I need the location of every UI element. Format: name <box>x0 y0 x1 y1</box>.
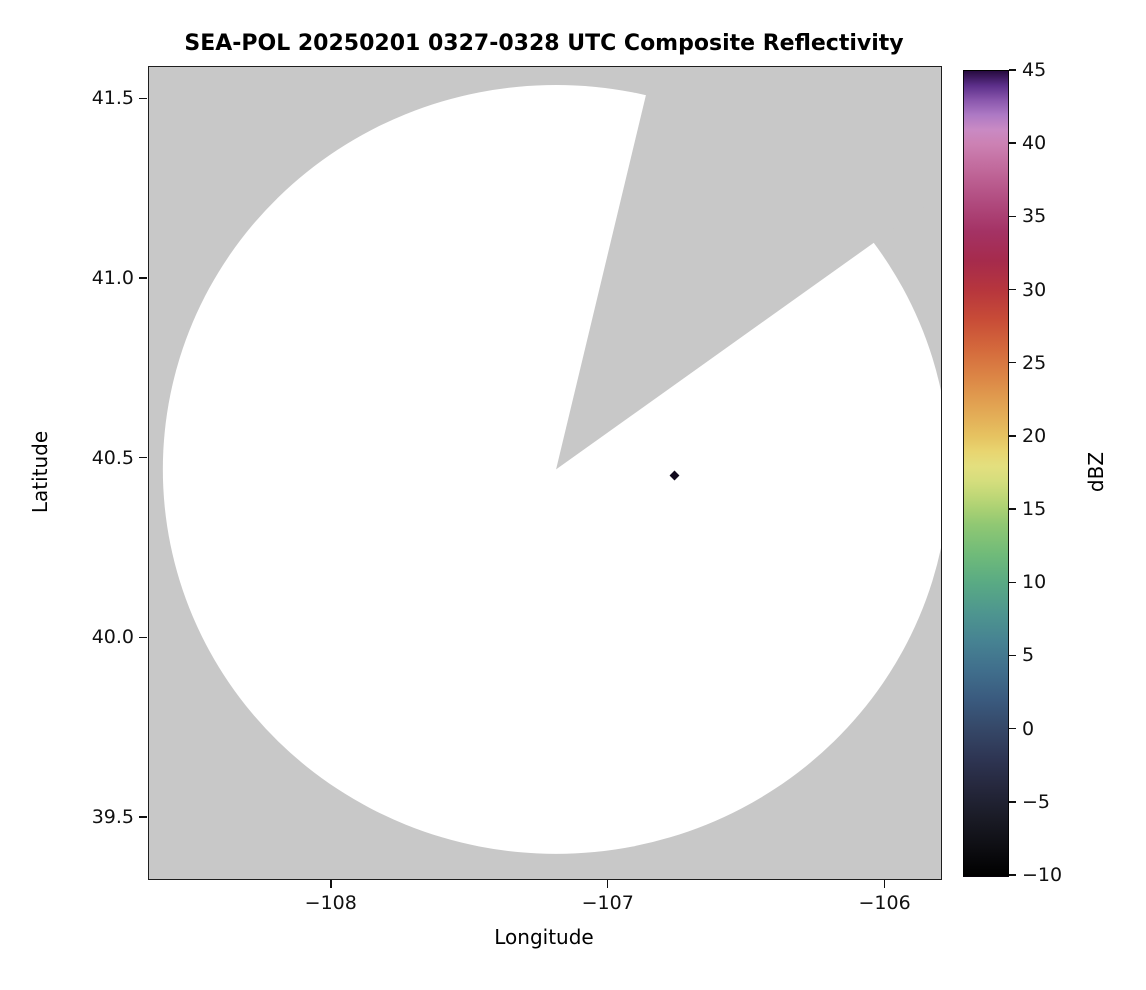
radar-coverage-svg <box>162 67 941 854</box>
colorbar-tick-mark <box>1009 874 1016 876</box>
chart-title: SEA-POL 20250201 0327-0328 UTC Composite… <box>184 31 904 56</box>
colorbar-tick-mark <box>1009 215 1016 218</box>
colorbar-tick-mark <box>1009 654 1016 657</box>
x-axis-label: Longitude <box>494 925 594 949</box>
y-tick-mark <box>139 816 147 818</box>
x-tick-label: −107 <box>581 892 634 914</box>
colorbar-tick-label: 5 <box>1022 644 1035 667</box>
colorbar-tick-label: 25 <box>1022 351 1047 374</box>
y-axis-label: Latitude <box>28 430 52 514</box>
blocked-sector-wedge <box>556 67 941 470</box>
colorbar-tick-mark <box>1009 142 1016 144</box>
colorbar-tick-label: −10 <box>1022 864 1063 886</box>
colorbar-tick-label: 30 <box>1022 278 1047 301</box>
colorbar-tick-label: 35 <box>1022 205 1047 228</box>
plot-area <box>148 66 942 880</box>
y-tick-label: 39.5 <box>91 805 134 828</box>
x-tick-label: −108 <box>304 892 357 914</box>
x-tick-mark <box>606 880 609 888</box>
colorbar-tick-mark <box>1009 288 1016 291</box>
colorbar-tick-mark <box>1009 581 1016 584</box>
colorbar-tick-label: 20 <box>1022 424 1047 447</box>
colorbar-tick-label: 0 <box>1022 717 1035 740</box>
colorbar-tick-mark <box>1009 727 1016 730</box>
colorbar-tick-label: 10 <box>1022 571 1047 594</box>
y-tick-label: 41.0 <box>91 266 134 289</box>
y-tick-label: 41.5 <box>91 87 134 110</box>
colorbar-tick-mark <box>1009 508 1016 510</box>
y-tick-mark <box>139 456 147 459</box>
x-tick-label: −106 <box>858 892 911 914</box>
colorbar-tick-label: −5 <box>1022 790 1051 813</box>
colorbar <box>963 70 1009 877</box>
x-tick-mark <box>330 880 332 888</box>
colorbar-tick-mark <box>1009 435 1016 437</box>
colorbar-tick-mark <box>1009 801 1016 803</box>
colorbar-tick-label: 40 <box>1022 132 1047 155</box>
colorbar-tick-label: 15 <box>1022 498 1047 521</box>
y-tick-mark <box>139 636 147 639</box>
colorbar-tick-mark <box>1009 361 1016 364</box>
y-tick-label: 40.5 <box>91 446 134 469</box>
colorbar-tick-label: 45 <box>1022 59 1047 81</box>
y-tick-mark <box>139 277 147 279</box>
colorbar-tick-mark <box>1009 69 1016 71</box>
colorbar-label: dBZ <box>1084 451 1108 493</box>
x-tick-mark <box>883 880 886 888</box>
y-tick-mark <box>139 97 147 100</box>
y-tick-label: 40.0 <box>91 626 134 649</box>
